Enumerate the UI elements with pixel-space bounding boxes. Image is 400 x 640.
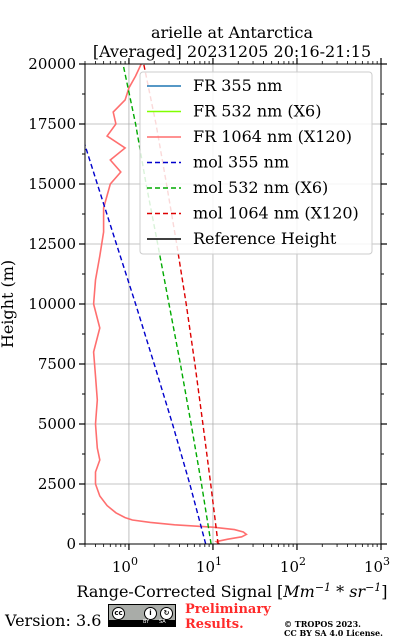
series-fr-1064-nm-x120 — [92, 64, 248, 544]
copyright-line-2: CC BY SA 4.0 License. — [284, 628, 383, 638]
x-tick-label: 101 — [196, 555, 222, 576]
version-label: Version: 3.6 — [5, 611, 102, 630]
attribution-icon: i — [144, 607, 157, 620]
y-tick-label: 5000 — [38, 415, 76, 433]
legend-label-mol-355-nm: mol 355 nm — [193, 153, 289, 172]
copyright-notice: © TROPOS 2023. CC BY SA 4.0 License. — [284, 620, 383, 638]
y-tick-label: 17500 — [28, 115, 76, 133]
legend-label-fr-1064-nm-x120: FR 1064 nm (X120) — [193, 127, 352, 146]
y-tick-label: 2500 — [38, 475, 76, 493]
chart-title: arielle at Antarctica — [151, 23, 314, 42]
y-tick-label: 7500 — [38, 355, 76, 373]
series-mol-532-nm-x6 — [122, 64, 212, 544]
cc-license-badge: cc i ↻ BY SA — [108, 604, 176, 627]
cc-icon: cc — [112, 607, 125, 620]
x-axis: 100 101 102 103 — [84, 58, 390, 576]
x-tick-label: 102 — [280, 555, 306, 576]
share-alike-icon: ↻ — [160, 607, 173, 620]
preliminary-notice: Preliminary Results. — [185, 602, 271, 632]
preliminary-line-2: Results. — [185, 617, 244, 632]
y-axis-label: Height (m) — [0, 260, 17, 348]
y-tick-label: 20000 — [28, 55, 76, 73]
x-tick-label: 100 — [112, 555, 138, 576]
series-mol-355-nm — [85, 142, 207, 544]
chart-subtitle: [Averaged] 20231205 20:16-21:15 — [93, 42, 371, 61]
copyright-line-1: © TROPOS 2023. — [284, 619, 361, 629]
legend-label-reference-height: Reference Height — [193, 229, 337, 248]
y-tick-label: 10000 — [28, 295, 76, 313]
license-strip: BY SA — [109, 619, 175, 626]
y-tick-label: 12500 — [28, 235, 76, 253]
by-text: BY — [143, 619, 150, 625]
legend-label-mol-532-nm-x6: mol 532 nm (X6) — [193, 178, 328, 197]
legend-label-fr-532-nm-x6: FR 532 nm (X6) — [193, 102, 321, 121]
legend-box — [139, 71, 373, 255]
legend: FR 355 nm FR 532 nm (X6) FR 1064 nm (X120)… — [139, 71, 373, 255]
y-tick-label: 0 — [66, 535, 76, 553]
preliminary-line-1: Preliminary — [185, 602, 271, 617]
sa-text: SA — [159, 619, 166, 625]
legend-label-mol-1064-nm-x120: mol 1064 nm (X120) — [193, 204, 359, 223]
x-axis-label: Range-Corrected Signal [Mm−1 * sr−1] — [76, 581, 387, 601]
y-axis: 0 2500 5000 7500 10000 12500 15000 17500 20000 — [28, 55, 387, 553]
x-tick-label: 103 — [364, 555, 390, 576]
y-tick-label: 15000 — [28, 175, 76, 193]
legend-label-fr-355-nm: FR 355 nm — [193, 76, 282, 95]
